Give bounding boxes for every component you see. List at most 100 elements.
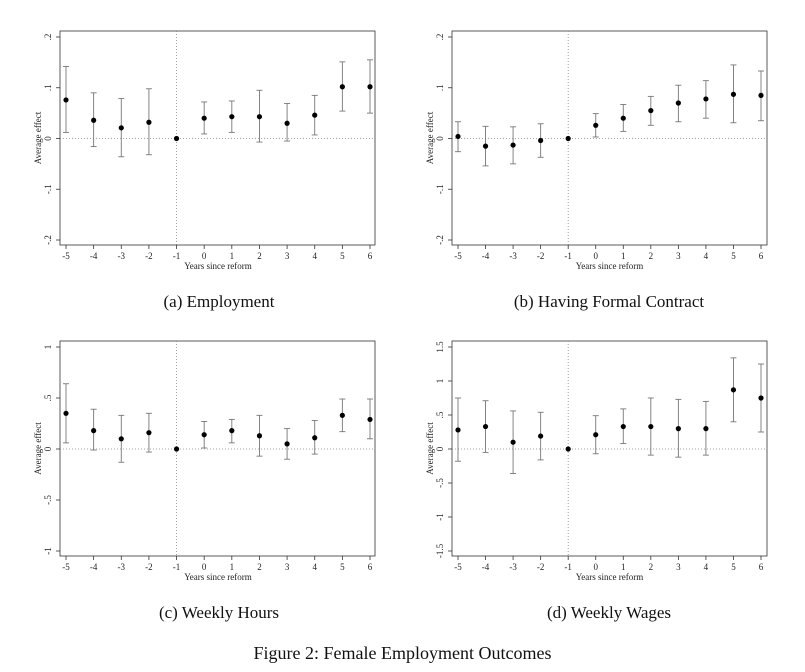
- x-tick-label: -2: [537, 251, 545, 261]
- point-estimate: [229, 114, 235, 120]
- point-estimate: [648, 423, 654, 430]
- x-tick-label: 6: [759, 562, 764, 572]
- point-estimate: [730, 91, 737, 97]
- x-tick-label: -3: [509, 251, 517, 261]
- y-axis-label: Average effect: [425, 422, 435, 475]
- y-axis-label: Average effect: [33, 111, 43, 164]
- point-estimate: [91, 117, 97, 123]
- x-tick-label: 0: [593, 251, 598, 261]
- point-estimate: [703, 426, 709, 432]
- x-tick-label: 4: [704, 251, 709, 261]
- x-tick-label: -2: [145, 562, 153, 572]
- x-tick-label: 1: [230, 251, 235, 261]
- point-estimate: [482, 143, 489, 149]
- point-estimate: [565, 446, 571, 452]
- point-estimate: [730, 387, 737, 393]
- x-tick-label: 3: [285, 251, 290, 261]
- x-tick-label: 4: [312, 251, 317, 261]
- y-tick-label: 1: [43, 345, 53, 350]
- point-estimate: [339, 412, 345, 418]
- panel-weekly-wages: -1.5 -1 -.5 0 .5 1 1.5 -5 -4 -3 -2 -1 0 1 2 3 4 5 6 Years s…: [425, 340, 768, 622]
- x-tick-label: 3: [676, 562, 681, 572]
- chart-formal-contract: -.2 -.1 0 .1 .2 -5 -4 -3 -2 -1 0 1 2 3 4 5 6 Years since …: [425, 30, 768, 271]
- point-estimate: [620, 423, 626, 430]
- x-tick-label: -4: [90, 562, 98, 572]
- point-estimate: [201, 115, 207, 121]
- x-tick-label: -2: [537, 562, 545, 572]
- point-estimate: [173, 446, 180, 452]
- panel-formal-contract: -.2 -.1 0 .1 .2 -5 -4 -3 -2 -1 0 1 2 3 4 5 6 Years since …: [0, 0, 805, 325]
- plot-frame: [451, 30, 768, 246]
- point-estimate: [284, 120, 290, 126]
- point-estimate: [758, 92, 764, 98]
- y-tick-label: -1.5: [435, 543, 445, 558]
- x-tick-label: 2: [257, 251, 262, 261]
- x-tick-label: 4: [312, 562, 317, 572]
- x-tick-label: -4: [482, 251, 490, 261]
- point-estimate: [620, 115, 626, 121]
- y-tick-label: -.2: [43, 235, 53, 245]
- x-tick-label: -4: [482, 562, 490, 572]
- chart-employment: -.2 -.1 0 .1 .2 -5 -4 -3 -2 -1 0 1 2 3 4 5 6 Years since …: [33, 30, 376, 271]
- point-estimate: [565, 135, 571, 142]
- y-tick-label: -1: [43, 547, 53, 555]
- point-estimate: [538, 137, 544, 144]
- y-tick-label: -.5: [43, 495, 53, 505]
- chart-weekly-hours: -1 -.5 0 .5 1 -5 -4 -3 -2 -1 0 1 2 3 4 5 6 Years since re…: [33, 340, 376, 582]
- x-tick-label: -1: [173, 562, 181, 572]
- point-estimate: [284, 441, 290, 447]
- x-tick-label: 2: [649, 251, 654, 261]
- point-estimate: [91, 428, 97, 434]
- x-tick-label: 2: [649, 562, 654, 572]
- x-tick-label: 5: [340, 562, 345, 572]
- x-axis-label: Years since reform: [576, 572, 644, 582]
- point-estimate: [675, 100, 681, 106]
- point-estimate: [63, 410, 69, 416]
- x-tick-label: -5: [454, 251, 462, 261]
- point-estimate: [455, 427, 461, 433]
- point-estimate: [367, 416, 373, 423]
- x-tick-label: -5: [62, 251, 70, 261]
- point-estimate: [648, 107, 654, 114]
- point-estimate: [455, 133, 461, 140]
- y-tick-label: .2: [435, 34, 445, 41]
- y-axis-label: Average effect: [33, 422, 43, 475]
- point-estimate: [146, 430, 152, 436]
- point-estimate: [312, 435, 318, 441]
- plot-frame: [451, 340, 768, 557]
- point-estimate: [146, 119, 152, 125]
- point-estimate: [118, 436, 124, 442]
- y-tick-label: -.2: [435, 235, 445, 245]
- point-estimate: [758, 395, 764, 401]
- x-tick-label: -4: [90, 251, 98, 261]
- point-estimate: [229, 428, 235, 434]
- point-estimate: [510, 439, 516, 445]
- y-axis-label: Average effect: [425, 111, 435, 164]
- x-tick-label: -2: [145, 251, 153, 261]
- chart-weekly-wages: -1.5 -1 -.5 0 .5 1 1.5 -5 -4 -3 -2 -1 0 1 2 3 4 5 6 Years s…: [425, 340, 768, 582]
- x-tick-label: 5: [340, 251, 345, 261]
- point-estimate: [173, 135, 180, 142]
- point-estimate: [339, 84, 345, 90]
- x-tick-label: 0: [202, 562, 207, 572]
- point-estimate: [703, 96, 709, 102]
- point-estimate: [593, 432, 599, 438]
- x-tick-label: -3: [509, 562, 517, 572]
- x-axis-label: Years since reform: [184, 572, 252, 582]
- y-tick-label: .5: [43, 394, 53, 401]
- x-axis-label: Years since reform: [576, 261, 644, 271]
- caption-weekly-hours: (c) Weekly Hours: [158, 603, 280, 622]
- point-estimate: [256, 114, 263, 120]
- y-tick-label: -1: [435, 513, 445, 521]
- point-estimate: [510, 142, 516, 148]
- y-tick-label: .2: [43, 34, 53, 41]
- x-tick-label: -3: [118, 562, 126, 572]
- y-tick-label: .1: [43, 84, 53, 91]
- point-estimate: [256, 433, 263, 439]
- x-tick-label: 3: [285, 562, 290, 572]
- x-tick-label: -5: [454, 562, 462, 572]
- x-tick-label: -1: [564, 251, 572, 261]
- y-tick-label: .5: [435, 411, 445, 418]
- y-tick-label: -.1: [43, 184, 53, 194]
- point-estimate: [118, 125, 124, 131]
